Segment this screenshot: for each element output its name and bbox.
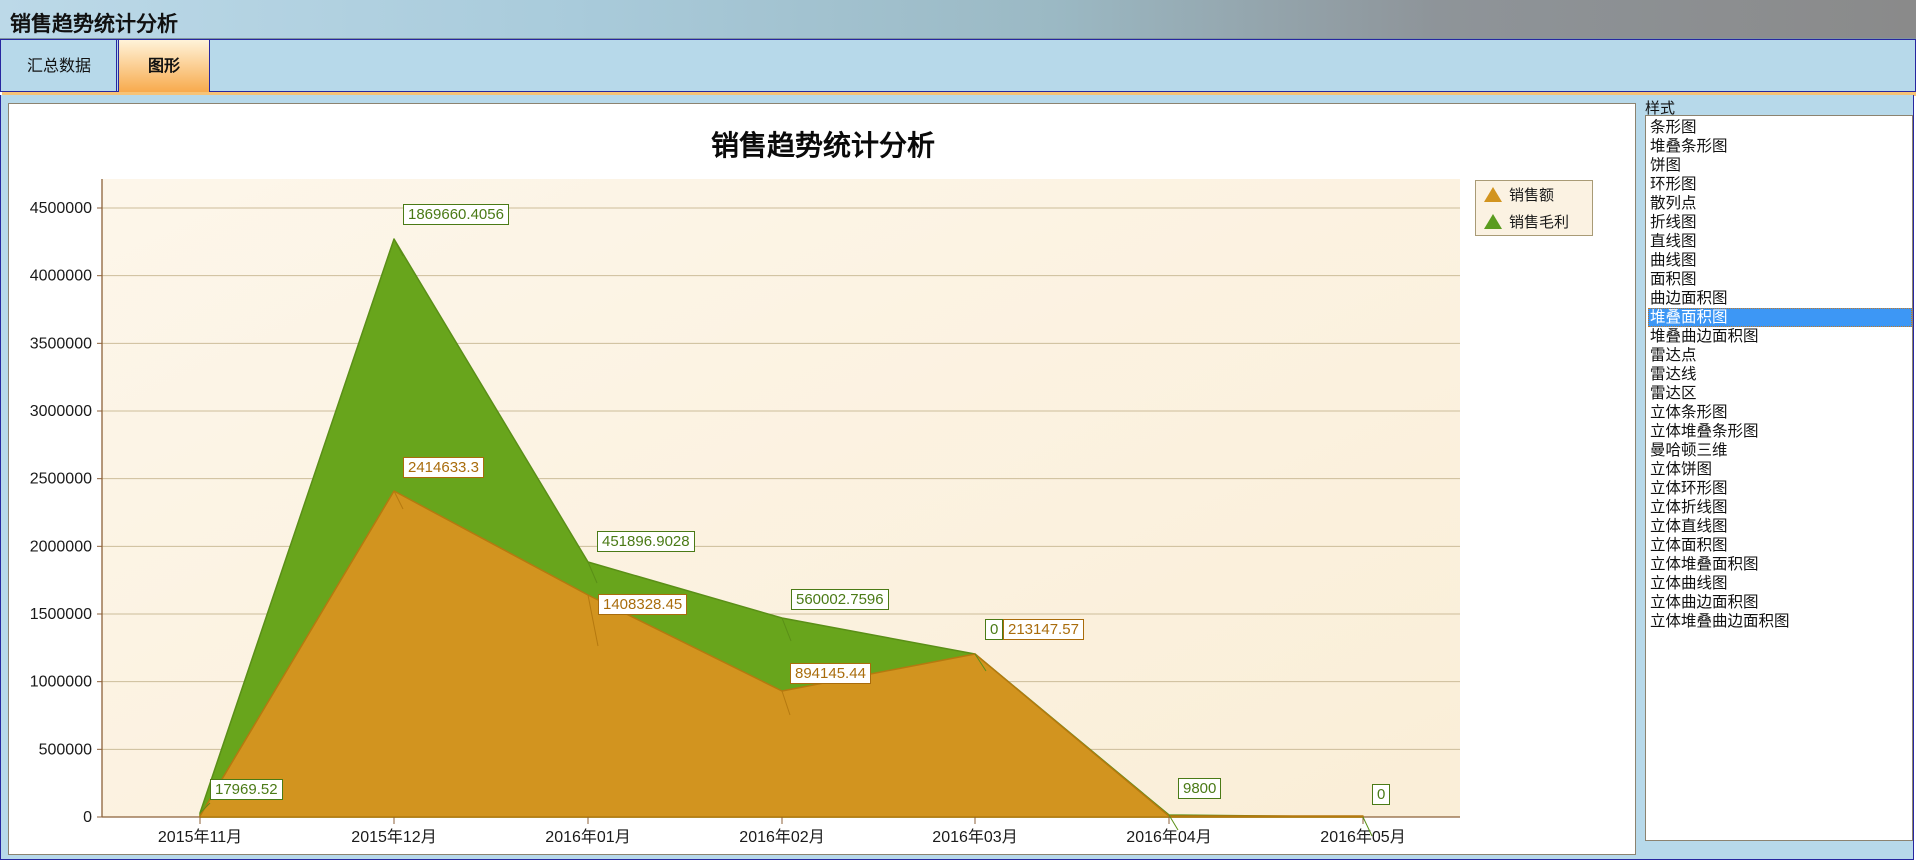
svg-text:2016年02月: 2016年02月	[739, 828, 824, 846]
svg-text:3000000: 3000000	[30, 403, 92, 420]
svg-text:4000000: 4000000	[30, 268, 92, 285]
svg-text:2016年05月: 2016年05月	[1320, 828, 1405, 846]
svg-text:500000: 500000	[39, 741, 92, 758]
svg-text:2500000: 2500000	[30, 471, 92, 488]
svg-text:2015年12月: 2015年12月	[351, 828, 436, 846]
svg-text:0: 0	[83, 809, 92, 826]
svg-text:3500000: 3500000	[30, 335, 92, 352]
svg-text:2016年03月: 2016年03月	[932, 828, 1017, 846]
svg-text:2016年04月: 2016年04月	[1126, 828, 1211, 846]
svg-text:4500000: 4500000	[30, 200, 92, 217]
svg-text:1000000: 1000000	[30, 674, 92, 691]
svg-text:2015年11月: 2015年11月	[158, 828, 242, 846]
svg-text:1500000: 1500000	[30, 606, 92, 623]
svg-text:2016年01月: 2016年01月	[545, 828, 630, 846]
svg-text:2000000: 2000000	[30, 538, 92, 555]
